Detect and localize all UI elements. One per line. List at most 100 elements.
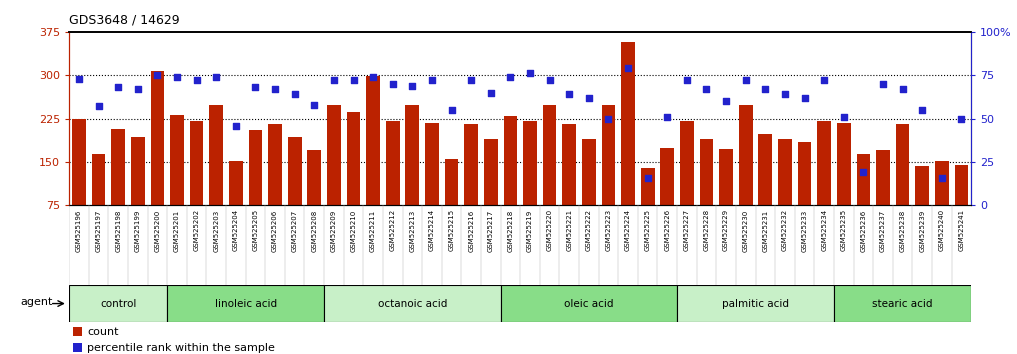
Text: count: count: [87, 327, 119, 337]
Bar: [73, 327, 81, 336]
Bar: [465, 124, 478, 205]
Point: [149, 73, 166, 78]
Point: [502, 74, 519, 80]
Bar: [915, 166, 930, 205]
Point: [266, 86, 283, 92]
Point: [188, 78, 204, 83]
Bar: [818, 121, 831, 205]
Point: [228, 123, 244, 129]
Bar: [621, 42, 635, 205]
Bar: [131, 137, 144, 205]
Point: [110, 85, 126, 90]
Bar: [406, 105, 419, 205]
Text: GSM525220: GSM525220: [546, 209, 552, 251]
Text: GSM525203: GSM525203: [214, 209, 220, 252]
Point: [346, 78, 362, 83]
Text: GSM525228: GSM525228: [704, 209, 710, 251]
Text: GSM525234: GSM525234: [821, 209, 827, 251]
Point: [934, 175, 950, 181]
Text: oleic acid: oleic acid: [564, 298, 613, 309]
FancyBboxPatch shape: [69, 285, 167, 322]
Text: GSM525209: GSM525209: [331, 209, 337, 252]
Bar: [385, 121, 400, 205]
Text: GSM525216: GSM525216: [468, 209, 474, 252]
Point: [463, 78, 479, 83]
Text: GSM525232: GSM525232: [782, 209, 788, 251]
Text: GSM525210: GSM525210: [351, 209, 357, 252]
Text: percentile rank within the sample: percentile rank within the sample: [87, 343, 275, 353]
Point: [169, 74, 185, 80]
Text: linoleic acid: linoleic acid: [215, 298, 277, 309]
Text: GSM525230: GSM525230: [742, 209, 749, 252]
Bar: [151, 70, 165, 205]
Bar: [602, 105, 615, 205]
Text: GSM525241: GSM525241: [958, 209, 964, 251]
Text: GSM525240: GSM525240: [939, 209, 945, 251]
Point: [247, 85, 263, 90]
Text: GSM525224: GSM525224: [625, 209, 632, 251]
Text: GSM525200: GSM525200: [155, 209, 161, 252]
Point: [424, 78, 440, 83]
Text: GSM525227: GSM525227: [683, 209, 690, 251]
Text: octanoic acid: octanoic acid: [377, 298, 447, 309]
Bar: [562, 124, 576, 205]
Bar: [444, 159, 459, 205]
Text: GSM525215: GSM525215: [448, 209, 455, 251]
Text: GSM525213: GSM525213: [409, 209, 415, 252]
Text: GSM525204: GSM525204: [233, 209, 239, 251]
Bar: [170, 115, 184, 205]
Bar: [425, 122, 438, 205]
Point: [91, 104, 107, 109]
Point: [306, 102, 322, 108]
Text: GSM525214: GSM525214: [429, 209, 435, 251]
Bar: [248, 130, 262, 205]
Text: GSM525223: GSM525223: [605, 209, 611, 251]
Text: GSM525206: GSM525206: [273, 209, 278, 252]
Point: [796, 95, 813, 101]
Point: [600, 116, 616, 121]
Point: [522, 71, 538, 76]
Point: [836, 114, 852, 120]
Point: [718, 98, 734, 104]
Text: GSM525238: GSM525238: [900, 209, 905, 252]
Bar: [778, 139, 792, 205]
Text: GSM525205: GSM525205: [252, 209, 258, 251]
Text: GSM525225: GSM525225: [645, 209, 651, 251]
Point: [365, 74, 381, 80]
Bar: [641, 168, 655, 205]
FancyBboxPatch shape: [834, 285, 971, 322]
Point: [404, 83, 420, 88]
Bar: [797, 142, 812, 205]
Bar: [856, 154, 871, 205]
Point: [208, 74, 225, 80]
Bar: [190, 121, 203, 205]
Bar: [307, 150, 321, 205]
Bar: [92, 154, 106, 205]
FancyBboxPatch shape: [324, 285, 500, 322]
Bar: [503, 116, 518, 205]
Text: GSM525207: GSM525207: [292, 209, 298, 252]
Bar: [700, 139, 713, 205]
Point: [699, 86, 715, 92]
Point: [443, 107, 460, 113]
Bar: [73, 343, 81, 353]
Bar: [523, 121, 537, 205]
Text: GSM525201: GSM525201: [174, 209, 180, 252]
Text: GSM525235: GSM525235: [841, 209, 847, 251]
Bar: [72, 119, 85, 205]
Point: [325, 78, 342, 83]
Bar: [896, 124, 909, 205]
Bar: [543, 105, 556, 205]
Point: [483, 90, 499, 96]
Text: GSM525196: GSM525196: [76, 209, 82, 252]
FancyBboxPatch shape: [677, 285, 834, 322]
Text: GSM525211: GSM525211: [370, 209, 376, 252]
Point: [129, 86, 145, 92]
Text: GSM525219: GSM525219: [527, 209, 533, 252]
Point: [640, 175, 656, 181]
Text: GSM525239: GSM525239: [919, 209, 925, 252]
Text: stearic acid: stearic acid: [873, 298, 933, 309]
Point: [758, 86, 774, 92]
Point: [875, 81, 891, 87]
Bar: [111, 129, 125, 205]
